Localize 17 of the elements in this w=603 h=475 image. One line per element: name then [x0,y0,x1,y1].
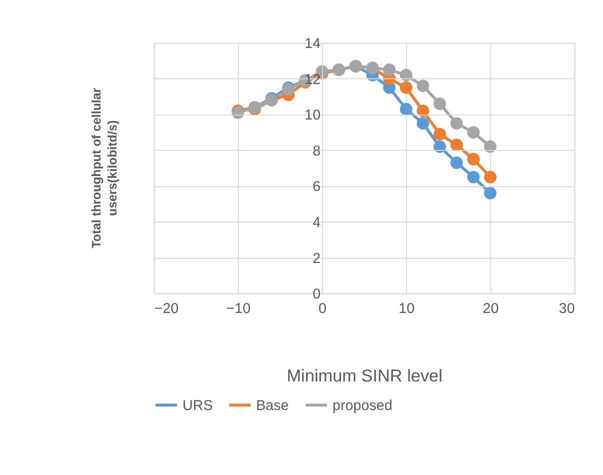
legend-label: proposed [332,398,392,414]
x-tick-label: 10 [398,300,415,317]
legend-label: Base [256,398,289,414]
x-tick-label: −20 [154,300,179,317]
x-tick-label: 20 [482,300,499,317]
y-tick-label: 4 [312,215,321,232]
x-tick-label: 30 [558,300,575,317]
x-tick-label: −10 [226,300,251,317]
y-tick-label: 10 [304,108,321,124]
y-tick-label: 2 [312,250,321,267]
y-tick-label: 8 [312,143,321,160]
legend-label: URS [182,398,213,414]
y-axis-title: Total throughput of cellular users(kilobitd/s) [89,88,120,248]
x-axis-title: Minimum SINR level [286,366,442,386]
y-tick-label: 6 [312,179,321,196]
y-tick-label: 0 [312,286,321,303]
y-tick-label: 14 [304,36,321,52]
